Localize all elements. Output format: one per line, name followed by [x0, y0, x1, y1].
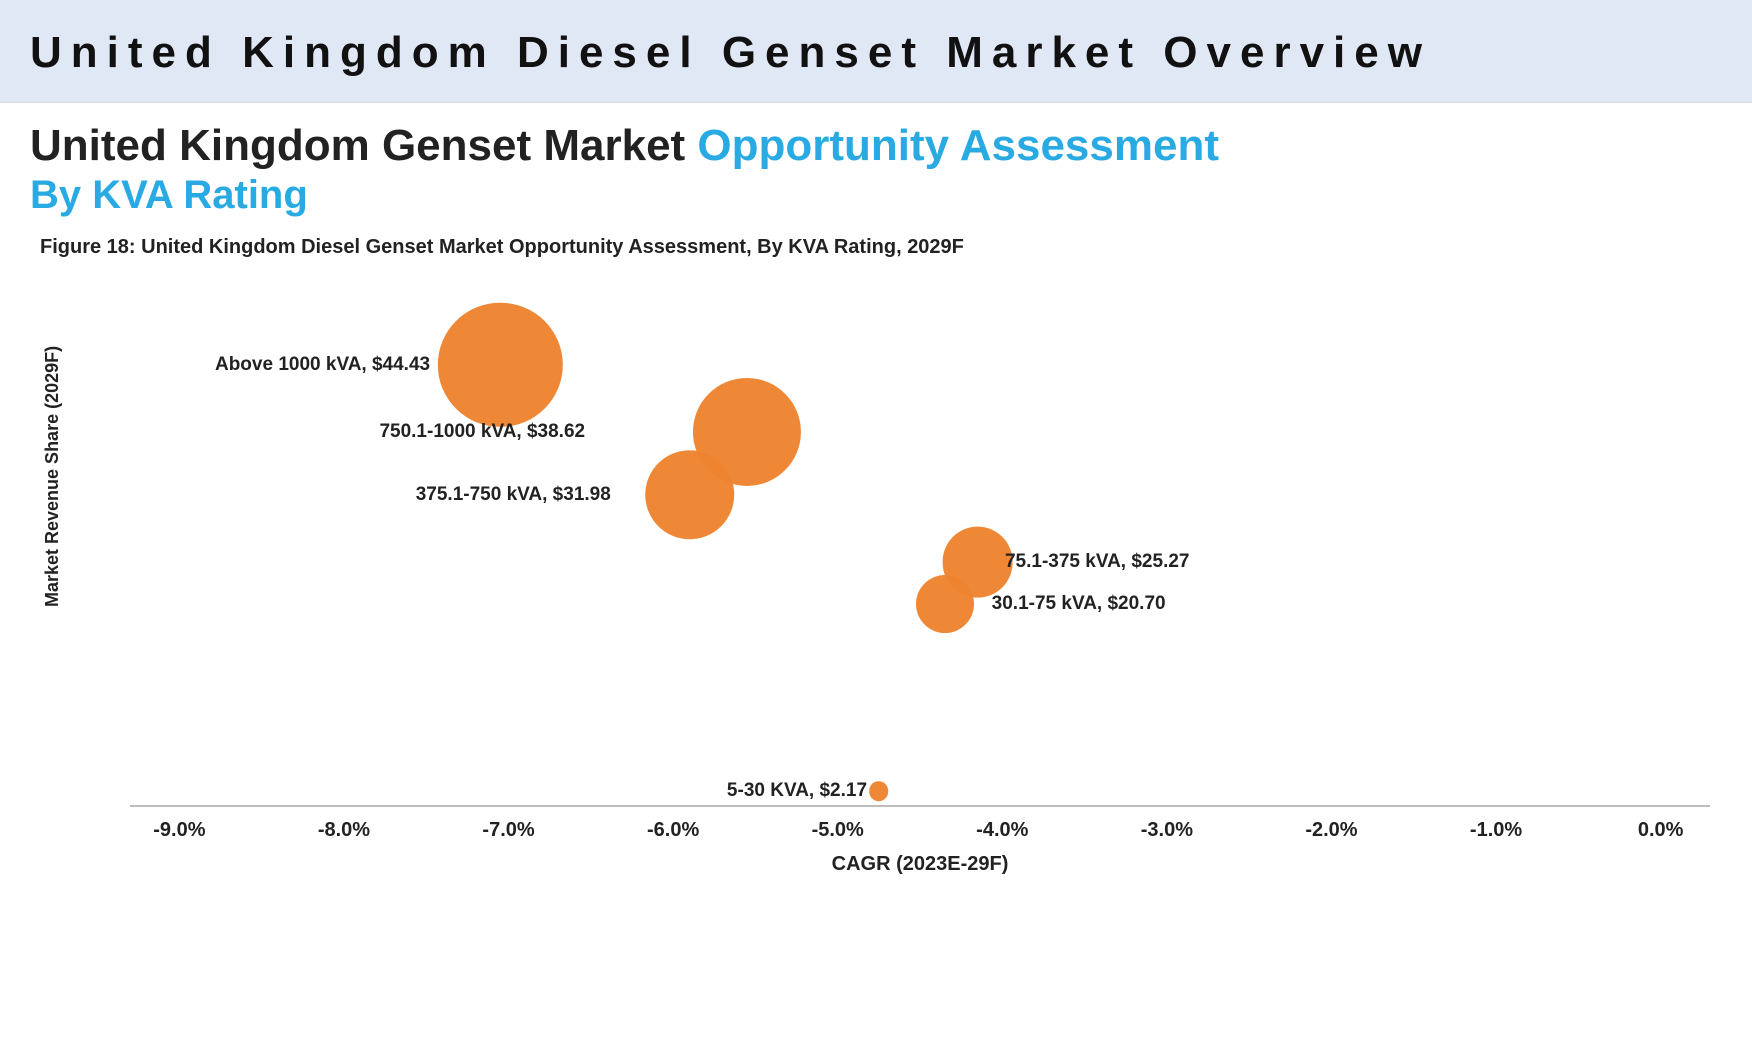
- bubble-chart: Market Revenue Share (2029F) Above 1000 …: [30, 267, 1730, 967]
- heading-block: United Kingdom Genset Market Opportunity…: [0, 103, 1752, 222]
- x-tick: -5.0%: [812, 819, 864, 842]
- bubble: [916, 575, 974, 633]
- x-tick: -4.0%: [976, 819, 1028, 842]
- bubble-label: 5-30 KVA, $2.17: [727, 780, 867, 802]
- plot-area: Above 1000 kVA, $44.43 750.1-1000 kVA, $3…: [130, 287, 1710, 807]
- x-tick: -2.0%: [1305, 819, 1357, 842]
- x-axis-label: CAGR (2023E-29F): [130, 853, 1710, 876]
- bubble-label: 30.1-75 kVA, $20.70: [992, 593, 1166, 615]
- x-tick: -6.0%: [647, 819, 699, 842]
- banner: United Kingdom Diesel Genset Market Over…: [0, 0, 1752, 103]
- x-tick: -1.0%: [1470, 819, 1522, 842]
- x-tick: -7.0%: [482, 819, 534, 842]
- figure-caption: Figure 18: United Kingdom Diesel Genset …: [0, 222, 1752, 267]
- x-tick: -9.0%: [153, 819, 205, 842]
- bubble: [869, 781, 889, 801]
- bubble-label: 75.1-375 kVA, $25.27: [1005, 551, 1190, 573]
- bubble-label: 375.1-750 kVA, $31.98: [416, 484, 611, 506]
- heading-line1-plain: United Kingdom Genset Market: [30, 121, 697, 170]
- y-axis-label: Market Revenue Share (2029F): [42, 345, 63, 606]
- x-axis-ticks: -9.0% -8.0% -7.0% -6.0% -5.0% -4.0% -3.0% -2.0%…: [130, 819, 1710, 849]
- bubble-label: 750.1-1000 kVA, $38.62: [379, 421, 585, 443]
- x-tick: -8.0%: [318, 819, 370, 842]
- x-tick: -3.0%: [1141, 819, 1193, 842]
- heading-line2: By KVA Rating: [30, 172, 1722, 218]
- x-axis-baseline: [130, 805, 1710, 807]
- x-tick: 0.0%: [1638, 819, 1684, 842]
- heading-line1: United Kingdom Genset Market Opportunity…: [30, 121, 1722, 172]
- bubble: [438, 302, 562, 426]
- bubble-label: Above 1000 kVA, $44.43: [215, 354, 430, 376]
- heading-line1-accent: Opportunity Assessment: [697, 121, 1219, 170]
- bubble: [645, 450, 735, 540]
- page-title: United Kingdom Diesel Genset Market Over…: [30, 28, 1722, 78]
